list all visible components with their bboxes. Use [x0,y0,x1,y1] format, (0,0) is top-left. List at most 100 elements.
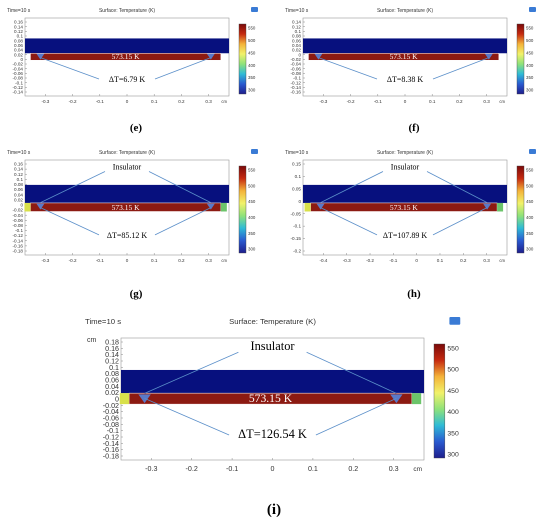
heater-temperature-label: 573.15 K [112,52,141,61]
insulator-label: Insulator [391,163,420,172]
y-tick-label: -0.14 [13,238,24,243]
sensor-triangle [206,203,215,210]
y-tick-label: 0 [115,395,119,403]
x-tick-label: -0.3 [145,465,157,473]
delta-arrow-right [432,57,489,80]
x-tick-label: 0.1 [308,465,318,473]
insulator-arrow-right [148,171,212,204]
insulator-layer [25,184,229,203]
insulator-arrow-left [320,171,384,204]
y-tick-label: 0.06 [14,43,23,48]
colorbar-tick-label: 350 [447,430,459,437]
settings-icon [251,7,258,12]
colorbar [516,165,525,254]
heater-temperature-label: 573.15 K [112,203,141,212]
sensor-triangle [314,53,323,60]
y-tick-label: -0.14 [103,440,119,448]
y-tick-label: 0.08 [14,38,23,43]
colorbar-tick-label: 450 [447,388,459,395]
x-tick-label: -0.1 [96,258,104,263]
colorbar-tick-label: 400 [447,409,459,416]
y-tick-label: 0.08 [105,370,119,378]
y-tick-label: -0.02 [13,62,24,67]
edge-pad-right [497,202,504,212]
y-tick-label: 0.1 [17,177,24,182]
x-tick-label: -0.1 [96,99,104,104]
heater-temperature-label: 573.15 K [390,52,419,61]
colorbar-tick-label: 500 [248,183,256,188]
colorbar-tick-label: 400 [248,63,256,68]
plot-title: Surface: Temperature (K) [99,8,155,14]
edge-pad-left [24,202,31,212]
y-tick-label: -0.08 [103,421,119,429]
x-tick-label: 0.1 [437,258,444,263]
x-tick-label: -0.2 [186,465,198,473]
colorbar-tick-label: 550 [526,168,534,173]
colorbar-tick-label: 550 [248,26,256,31]
plot-title: Surface: Temperature (K) [377,8,433,14]
y-tick-label: 0.02 [14,52,23,57]
delta-arrow-right [315,397,397,436]
delta-arrow-left [40,207,100,236]
x-tick-label: -0.3 [319,99,327,104]
delta-arrow-left [144,397,230,436]
panel-caption: (g) [130,288,143,300]
plot-title: Surface: Temperature (K) [377,150,433,156]
delta-arrow-right [154,57,211,80]
y-tick-label: -0.02 [291,57,302,62]
plot-title: Surface: Temperature (K) [229,317,316,326]
y-tick-label: -0.06 [103,414,119,422]
sensor-triangle [316,203,325,210]
colorbar [433,343,446,459]
y-tick-label: 0.1 [295,29,302,34]
y-tick-label: 0.16 [105,345,119,353]
delta-arrow-left [318,57,378,80]
heater-temperature-label: 573.15 K [390,203,419,212]
x-tick-label: -0.4 [319,258,327,263]
x-unit-label: cm [221,99,227,104]
y-tick-label: 0.08 [14,182,23,187]
time-label: Time=10 s [7,150,31,156]
y-tick-label: -0.06 [13,71,24,76]
delta-temperature-label: ΔT=6.79 K [109,75,146,84]
x-tick-label: 0.3 [483,99,490,104]
sensor-triangle [483,203,492,210]
y-tick-label: 0.16 [14,162,23,167]
sensor-triangle [36,53,45,60]
insulator-arrow-left [40,171,106,204]
delta-arrow-right [154,207,212,236]
y-tick-label: -0.16 [103,446,119,454]
y-tick-label: 0.1 [17,34,24,39]
x-tick-label: 0.2 [456,99,463,104]
x-unit-label: cm [221,258,227,263]
colorbar-tick-label: 500 [248,38,256,43]
delta-arrow-right [432,207,488,236]
colorbar-tick-label: 450 [248,199,256,204]
x-tick-label: 0.2 [178,99,185,104]
edge-pad-right [411,393,422,405]
colorbar-tick-label: 350 [526,231,534,236]
insulator-layer [25,38,229,54]
y-tick-label: 0.14 [14,24,23,29]
sensor-triangle [484,53,493,60]
x-tick-label: 0 [271,465,275,473]
y-tick-label: 0.04 [105,383,119,391]
plot-title: Surface: Temperature (K) [99,150,155,156]
colorbar-tick-label: 450 [526,50,534,55]
colorbar-tick-label: 500 [526,183,534,188]
y-tick-label: 0.1 [109,364,119,372]
x-tick-label: -0.2 [69,99,77,104]
y-tick-label: 0.06 [292,38,301,43]
colorbar-tick-label: 300 [248,88,256,93]
y-tick-label: -0.18 [13,249,24,254]
y-tick-label: -0.04 [13,66,24,71]
y-tick-label: -0.1 [15,80,23,85]
y-tick-label: 0.06 [105,376,119,384]
y-tick-label: -0.12 [291,80,302,85]
y-tick-label: -0.08 [13,223,24,228]
x-tick-label: 0.2 [348,465,358,473]
colorbar-tick-label: 550 [526,26,534,31]
colorbar [516,23,525,95]
y-tick-label: 0 [20,57,23,62]
settings-icon [251,149,258,154]
